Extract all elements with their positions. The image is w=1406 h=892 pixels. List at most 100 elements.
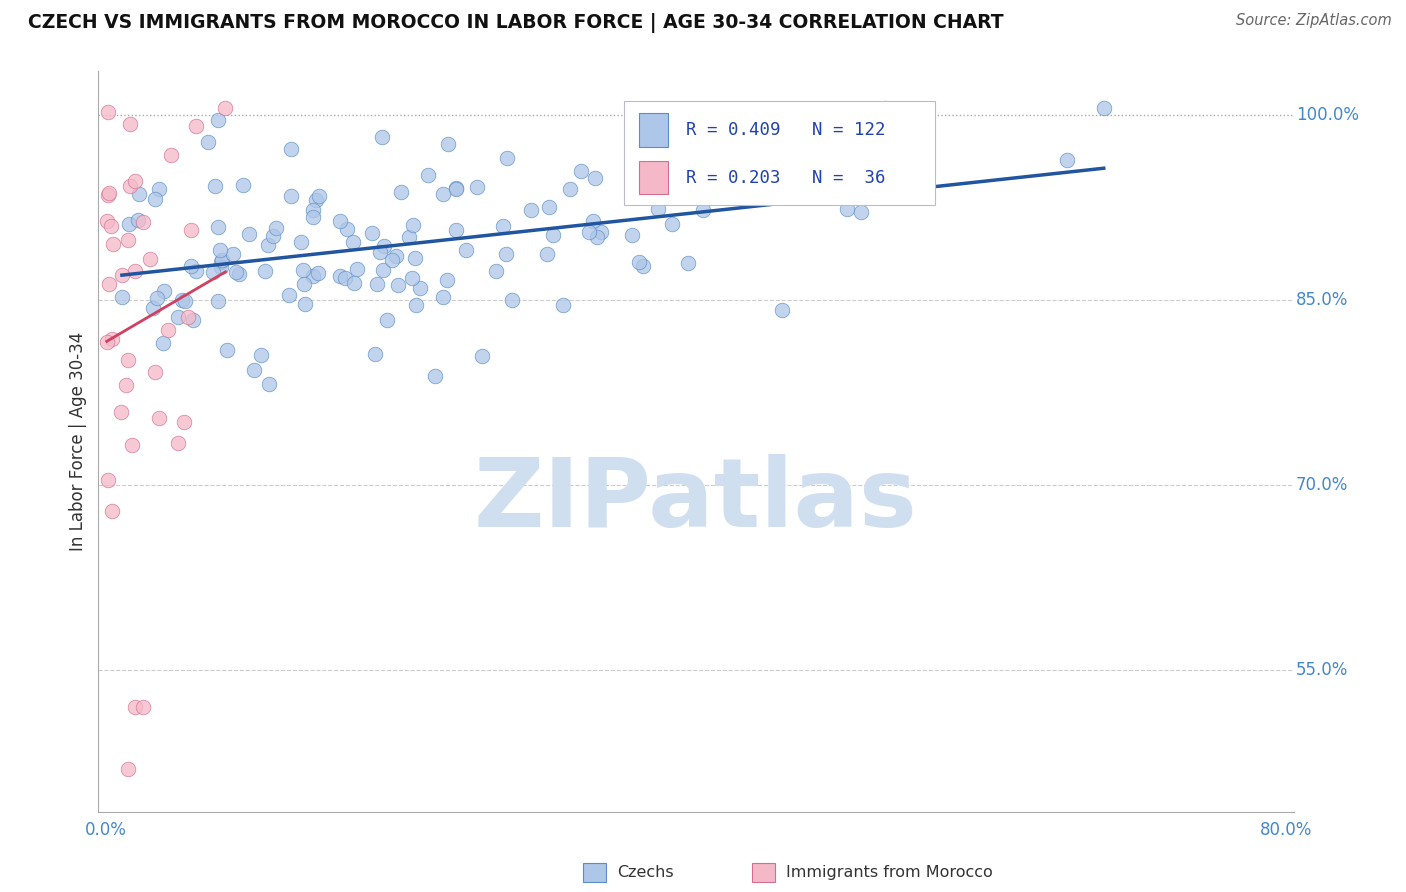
- FancyBboxPatch shape: [624, 101, 935, 204]
- Y-axis label: In Labor Force | Age 30-34: In Labor Force | Age 30-34: [69, 332, 87, 551]
- Point: [770, 302, 793, 317]
- Point: [117, 233, 139, 247]
- Point: [1092, 102, 1115, 116]
- Text: 70.0%: 70.0%: [1296, 475, 1348, 494]
- Point: [142, 301, 165, 315]
- Point: [373, 263, 395, 277]
- Point: [342, 235, 364, 249]
- Point: [336, 222, 359, 236]
- Point: [1056, 153, 1078, 168]
- Point: [444, 180, 467, 194]
- Point: [633, 182, 655, 196]
- Point: [103, 236, 125, 251]
- Point: [405, 298, 427, 312]
- Point: [569, 164, 592, 178]
- Point: [586, 229, 609, 244]
- Point: [537, 200, 560, 214]
- Point: [97, 188, 120, 202]
- Point: [127, 213, 149, 227]
- Text: 55.0%: 55.0%: [1296, 661, 1348, 679]
- Point: [589, 225, 612, 239]
- Point: [432, 290, 454, 304]
- Point: [111, 268, 134, 282]
- Point: [156, 323, 179, 337]
- Point: [583, 170, 606, 185]
- Bar: [638, 113, 668, 146]
- Point: [835, 202, 858, 217]
- Text: 85.0%: 85.0%: [1296, 291, 1348, 309]
- Point: [131, 699, 153, 714]
- Point: [181, 312, 204, 326]
- Point: [375, 312, 398, 326]
- Point: [117, 352, 139, 367]
- Point: [180, 223, 202, 237]
- Point: [97, 104, 120, 119]
- Point: [387, 277, 409, 292]
- Text: Czechs: Czechs: [617, 865, 673, 880]
- Text: R = 0.203   N =  36: R = 0.203 N = 36: [686, 169, 886, 186]
- Point: [307, 266, 329, 280]
- Point: [582, 213, 605, 227]
- Point: [294, 297, 316, 311]
- Point: [683, 152, 706, 166]
- Point: [401, 218, 423, 232]
- Point: [495, 247, 517, 261]
- Point: [305, 193, 328, 207]
- Point: [346, 261, 368, 276]
- Point: [100, 219, 122, 233]
- Point: [124, 174, 146, 188]
- Point: [444, 182, 467, 196]
- Point: [328, 214, 350, 228]
- Point: [146, 291, 169, 305]
- Point: [121, 438, 143, 452]
- Point: [380, 253, 402, 268]
- Point: [280, 142, 302, 156]
- Point: [280, 188, 302, 202]
- Point: [366, 277, 388, 292]
- Point: [177, 310, 200, 324]
- Point: [167, 310, 190, 324]
- Point: [416, 168, 439, 182]
- Point: [253, 264, 276, 278]
- Point: [292, 277, 315, 291]
- Point: [343, 276, 366, 290]
- Point: [143, 192, 166, 206]
- Point: [262, 228, 284, 243]
- Point: [620, 227, 643, 242]
- Point: [536, 247, 558, 261]
- Text: Source: ZipAtlas.com: Source: ZipAtlas.com: [1236, 13, 1392, 29]
- Point: [221, 247, 243, 261]
- Point: [118, 217, 141, 231]
- Point: [96, 335, 118, 350]
- Point: [97, 473, 120, 487]
- Point: [214, 102, 236, 116]
- Point: [148, 181, 170, 195]
- Point: [849, 205, 872, 219]
- Point: [631, 260, 654, 274]
- Point: [98, 277, 121, 291]
- Point: [117, 762, 139, 776]
- Point: [131, 215, 153, 229]
- Point: [148, 411, 170, 425]
- Point: [170, 293, 193, 308]
- Point: [364, 347, 387, 361]
- Point: [138, 252, 160, 266]
- Point: [124, 263, 146, 277]
- Point: [456, 243, 478, 257]
- Point: [371, 129, 394, 144]
- Point: [471, 349, 494, 363]
- Point: [578, 225, 600, 239]
- Point: [96, 214, 118, 228]
- Point: [180, 259, 202, 273]
- Point: [501, 293, 523, 307]
- Point: [301, 268, 323, 283]
- Point: [110, 405, 132, 419]
- Text: R = 0.409   N = 122: R = 0.409 N = 122: [686, 121, 886, 139]
- Point: [676, 256, 699, 270]
- Point: [692, 202, 714, 217]
- Point: [197, 135, 219, 149]
- Point: [385, 249, 408, 263]
- Point: [485, 263, 508, 277]
- Text: ZIPatlas: ZIPatlas: [474, 454, 918, 548]
- Point: [301, 210, 323, 224]
